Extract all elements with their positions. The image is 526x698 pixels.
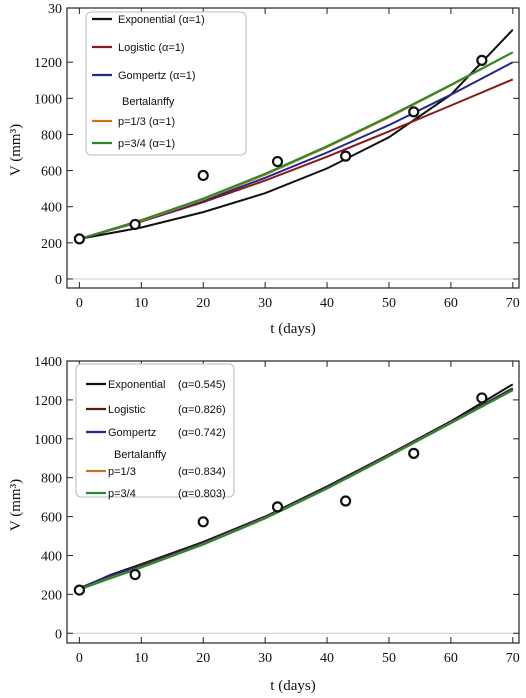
x-tick-label: 70 (506, 651, 520, 666)
y-tick-label: 400 (41, 549, 62, 564)
data-point (340, 495, 352, 507)
legend-label: p=3/4 (108, 488, 136, 500)
legend-param: (α=0.834) (178, 466, 226, 478)
y-tick-label: 0 (55, 627, 62, 642)
x-axis-label: t (days) (270, 678, 315, 694)
plot-frame (66, 7, 520, 289)
legend-param: (α=0.545) (178, 379, 226, 391)
legend-label: Gompertz (α=1) (118, 70, 196, 82)
legend-label: Exponential (α=1) (118, 14, 205, 26)
y-tick-label: 1400 (34, 355, 62, 370)
x-tick-label: 30 (258, 651, 272, 666)
data-point (129, 568, 141, 581)
data-point (408, 106, 420, 118)
x-tick-label: 60 (444, 651, 458, 666)
y-tick-label: 200 (41, 588, 62, 603)
data-point (476, 54, 488, 66)
plot-frame (66, 360, 520, 644)
y-tick-label: 600 (41, 511, 62, 526)
x-tick-label: 40 (320, 296, 334, 311)
data-point (271, 155, 284, 168)
legend-label: Gompertz (108, 427, 156, 439)
x-tick-label: 0 (76, 651, 83, 666)
legend-param: (α=0.803) (178, 488, 226, 500)
legend-header: Bertalanffy (114, 449, 167, 461)
legend: Exponential (α=0.545) Logistic (α=0.826) Gom… (75, 363, 235, 500)
series-line-exponential (79, 29, 514, 240)
legend-label: Exponential (108, 379, 166, 391)
legend-label: p=1/3 (α=1) (118, 116, 175, 128)
series-line-bertalanffy-p-3-4 (79, 389, 514, 591)
y-tick-label-top: 30 (48, 2, 62, 17)
x-axis-label: t (days) (270, 321, 315, 337)
y-tick-label: 800 (41, 128, 62, 143)
data-point (197, 516, 209, 528)
x-tick-label: 0 (76, 296, 83, 311)
data-point (271, 501, 284, 513)
data-point (129, 218, 141, 231)
series-line-bertalanffy-p-3-4 (79, 51, 514, 240)
y-tick-label: 200 (41, 237, 62, 252)
y-tick-label: 600 (41, 165, 62, 180)
x-tick-label: 10 (134, 651, 148, 666)
y-tick-label: 1000 (34, 433, 62, 448)
data-point (73, 233, 85, 245)
chart-panel-1: 0 10 20 30 40 50 60 70 0 200 400 600 800 1000 1200 30 t … (8, 2, 520, 337)
x-tick-label: 20 (196, 296, 210, 311)
chart-panel-2: 0 10 20 30 40 50 60 70 0 200 400 600 800 1000 1200 1400… (8, 355, 520, 694)
y-tick-label: 400 (41, 201, 62, 216)
legend-label: p=1/3 (108, 466, 136, 478)
data-point (408, 447, 420, 459)
x-tick-label: 70 (506, 296, 520, 311)
x-tick-label: 60 (444, 296, 458, 311)
y-tick-label: 1200 (34, 394, 62, 409)
legend-param: (α=0.826) (178, 404, 226, 416)
data-point (340, 150, 352, 162)
data-point (73, 584, 85, 596)
x-tick-label: 50 (382, 296, 396, 311)
legend-label: Logistic (α=1) (118, 42, 185, 54)
x-tick-label: 10 (134, 296, 148, 311)
y-axis-label: V (mm³) (8, 479, 24, 531)
legend-box (75, 363, 235, 498)
legend-label: Logistic (108, 404, 146, 416)
y-tick-label: 1000 (34, 92, 62, 107)
x-tick-label: 30 (258, 296, 272, 311)
x-tick-label: 40 (320, 651, 334, 666)
x-tick-label: 50 (382, 651, 396, 666)
y-tick-label: 1200 (34, 56, 62, 71)
y-tick-label: 0 (55, 273, 62, 288)
legend: Exponential (α=1) Logistic (α=1) Gompertz … (85, 11, 247, 156)
legend-box (85, 11, 247, 156)
data-point (197, 169, 209, 182)
data-point (476, 392, 488, 404)
legend-param: (α=0.742) (178, 427, 226, 439)
legend-label: p=3/4 (α=1) (118, 138, 175, 150)
y-tick-label: 800 (41, 472, 62, 487)
x-tick-label: 20 (196, 651, 210, 666)
y-axis-label: V (mm³) (8, 124, 24, 176)
legend-header: Bertalanffy (122, 96, 175, 108)
